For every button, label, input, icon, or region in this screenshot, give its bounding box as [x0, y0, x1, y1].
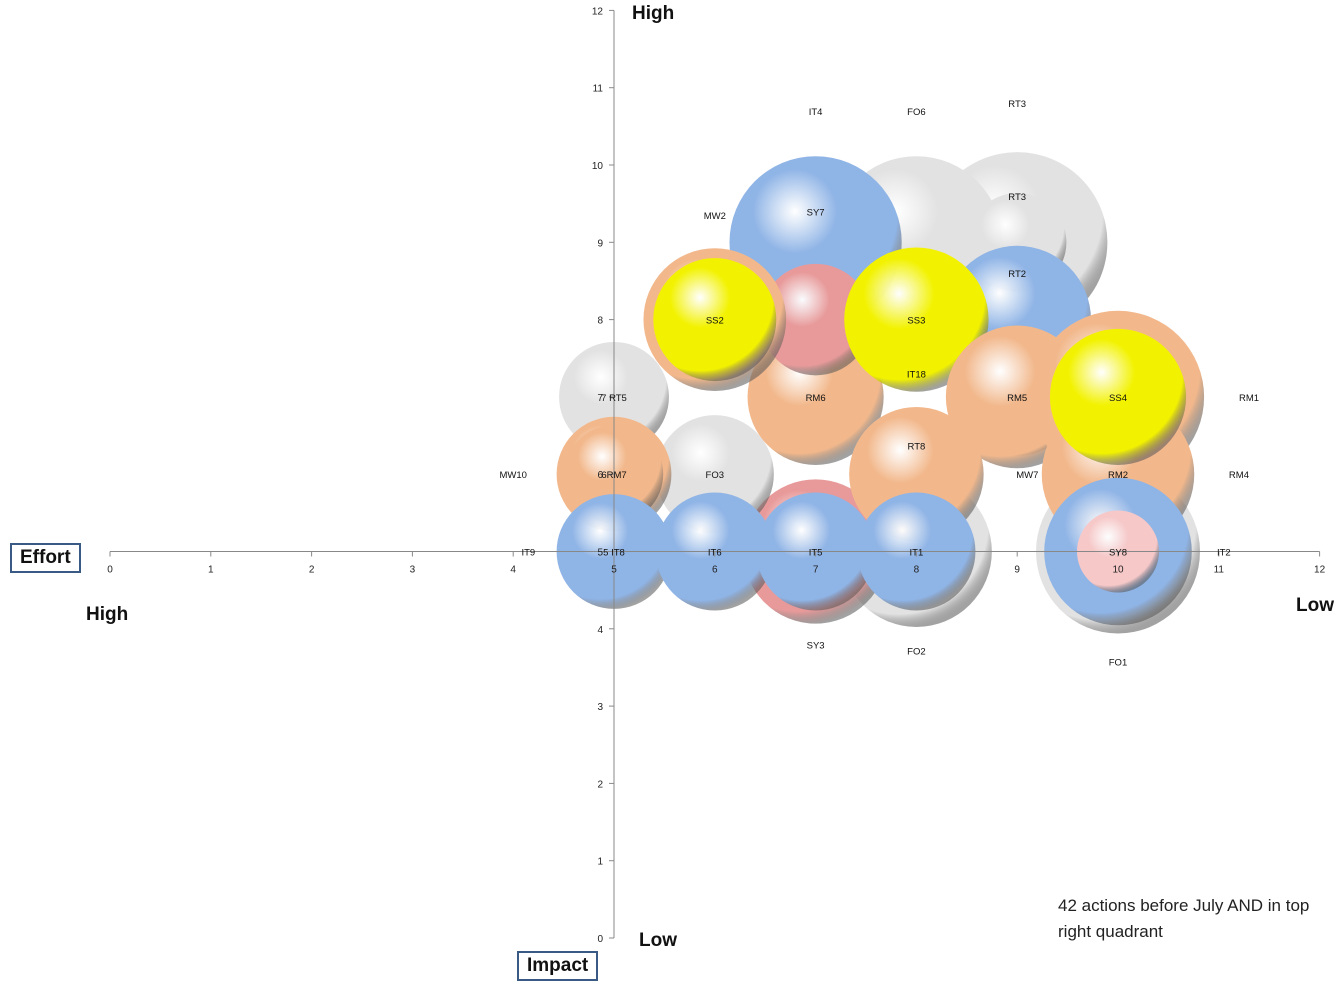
- bubble-label: RM2: [1108, 470, 1128, 481]
- bubble-label: MW7: [1016, 470, 1038, 481]
- bubble-label: RT3: [1008, 99, 1026, 110]
- impact-axis-title: Impact: [517, 951, 599, 981]
- y-tick-label: 5: [597, 548, 603, 559]
- y-tick-label: 7: [597, 393, 603, 404]
- y-tick-label: 2: [597, 779, 603, 790]
- bubble-label: IT2: [1217, 548, 1231, 559]
- bubble-ss2: [653, 258, 777, 382]
- bubble-ss3: [844, 247, 989, 392]
- bubble-label: SY3: [807, 640, 825, 651]
- bubble-ss4: [1049, 328, 1187, 465]
- impact-low-label: Low: [639, 930, 677, 951]
- bubble-label: RM6: [806, 393, 826, 404]
- bubble-label: IT1: [910, 548, 924, 559]
- y-tick-label: 0: [597, 934, 603, 945]
- x-tick-label: 2: [309, 565, 315, 576]
- bubble-label: FO2: [907, 646, 925, 657]
- y-tick-label: 9: [597, 238, 603, 249]
- y-tick-label: 12: [592, 6, 604, 17]
- bubble-label: RT2: [1008, 269, 1026, 280]
- x-tick-label: 1: [208, 565, 214, 576]
- effort-axis-title: Effort: [10, 543, 81, 573]
- x-tick-label: 12: [1314, 565, 1326, 576]
- x-tick-label: 3: [410, 565, 416, 576]
- y-tick-label: 8: [597, 316, 603, 327]
- bubble-label: 6RM7: [601, 470, 626, 481]
- y-tick-label: 10: [592, 161, 604, 172]
- bubble-unlabeled-12: [759, 263, 872, 376]
- x-tick-label: 0: [107, 565, 113, 576]
- bubble-label: RM1: [1239, 393, 1259, 404]
- bubble-label: FO6: [907, 107, 925, 118]
- impact-high-label: High: [632, 3, 675, 24]
- bubble-label: 7 RT5: [601, 393, 627, 404]
- bubble-label: IT9: [521, 548, 535, 559]
- bubble-label: MW2: [704, 211, 726, 222]
- x-tick-label: 4: [510, 565, 516, 576]
- y-tick-label: 11: [593, 84, 604, 95]
- bubble-label: SS2: [706, 316, 724, 327]
- summary-note: 42 actions before July AND in top right …: [1058, 896, 1310, 941]
- bubble-label: IT6: [708, 548, 722, 559]
- effort-high-label: High: [86, 604, 129, 625]
- x-tick-label: 9: [1014, 565, 1020, 576]
- bubble-label: RM5: [1007, 393, 1027, 404]
- x-tick-label: 7: [813, 565, 819, 576]
- effort-low-label: Low: [1296, 595, 1334, 616]
- bubble-label: FO1: [1109, 657, 1127, 668]
- bubble-label: RT3: [1008, 192, 1026, 203]
- bubble-label: RT8: [908, 442, 926, 453]
- y-tick-label: 3: [597, 702, 603, 713]
- bubble-label: IT18: [907, 370, 926, 381]
- y-tick-label: 4: [597, 625, 603, 636]
- bubble-label: IT4: [809, 107, 823, 118]
- bubble-label: RM4: [1229, 470, 1249, 481]
- bubble-label: IT5: [809, 548, 823, 559]
- y-tick-label: 1: [597, 857, 603, 868]
- bubble-label: SY7: [807, 207, 825, 218]
- x-tick-label: 10: [1112, 565, 1124, 576]
- bubble-label: SS3: [907, 316, 925, 327]
- bubble-label: 5 IT8: [603, 548, 625, 559]
- bubble-label: FO3: [706, 470, 724, 481]
- x-tick-label: 6: [712, 565, 718, 576]
- x-tick-label: 8: [914, 565, 920, 576]
- bubble-label: SS4: [1109, 393, 1127, 404]
- bubble-label: MW10: [499, 470, 526, 481]
- y-tick-label: 6: [597, 470, 603, 481]
- bubble-label: SY8: [1109, 548, 1127, 559]
- bubble-layer: [556, 152, 1205, 634]
- x-tick-label: 11: [1214, 565, 1225, 576]
- x-tick-label: 5: [611, 565, 617, 576]
